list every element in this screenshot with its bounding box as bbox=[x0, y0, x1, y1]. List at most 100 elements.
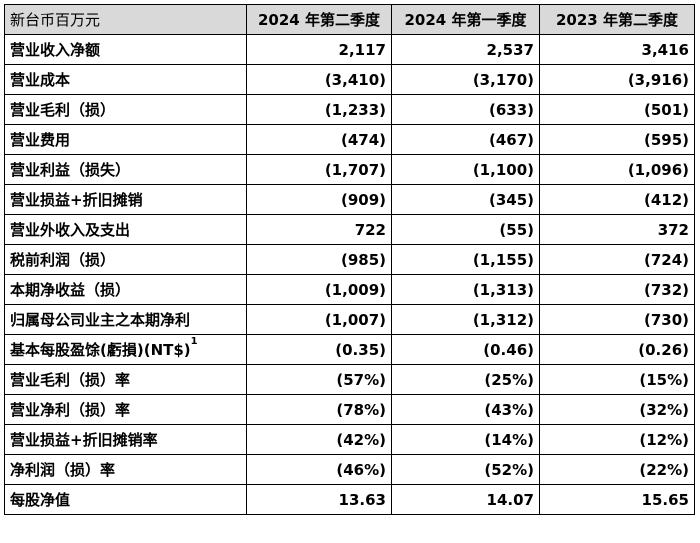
value-cell: (32%) bbox=[539, 394, 695, 425]
footnote-marker: 1 bbox=[190, 336, 198, 347]
row-label: 基本每股盈馀(虧損)(NT$)1 bbox=[4, 334, 247, 365]
value-cell: (42%) bbox=[246, 424, 392, 455]
value-cell: (412) bbox=[539, 184, 695, 215]
row-label: 每股净值 bbox=[4, 484, 247, 515]
value-cell: (633) bbox=[391, 94, 540, 125]
row-label: 税前利润（损） bbox=[4, 244, 247, 275]
unit-label: 新台币百万元 bbox=[4, 4, 247, 35]
row-label: 营业外收入及支出 bbox=[4, 214, 247, 245]
row-label: 营业毛利（损） bbox=[4, 94, 247, 125]
table-row: 营业收入净额 2,117 2,537 3,416 bbox=[4, 34, 695, 65]
value-cell: (1,096) bbox=[539, 154, 695, 185]
row-label-text: 营业费用 bbox=[10, 131, 71, 149]
value-cell: (730) bbox=[539, 304, 695, 335]
value-cell: (12%) bbox=[539, 424, 695, 455]
value-cell: (1,312) bbox=[391, 304, 540, 335]
value-cell: (1,100) bbox=[391, 154, 540, 185]
row-label: 营业损益+折旧摊销率 bbox=[4, 424, 247, 455]
value-cell: (55) bbox=[391, 214, 540, 245]
row-label: 营业利益（损失） bbox=[4, 154, 247, 185]
row-label-text: 营业毛利（损）率 bbox=[10, 371, 131, 389]
table-row: 营业损益+折旧摊销 (909) (345) (412) bbox=[4, 184, 695, 215]
table-row: 本期净收益（损） (1,009) (1,313) (732) bbox=[4, 274, 695, 305]
value-cell: (57%) bbox=[246, 364, 392, 395]
table-row: 营业成本 (3,410) (3,170) (3,916) bbox=[4, 64, 695, 95]
row-label: 归属母公司业主之本期净利 bbox=[4, 304, 247, 335]
row-label-text: 营业利益（损失） bbox=[10, 161, 131, 179]
value-cell: (345) bbox=[391, 184, 540, 215]
table-row: 基本每股盈馀(虧損)(NT$)1 (0.35) (0.46) (0.26) bbox=[4, 334, 695, 365]
value-cell: 15.65 bbox=[539, 484, 695, 515]
table-row: 营业毛利（损）率 (57%) (25%) (15%) bbox=[4, 364, 695, 395]
row-label: 营业净利（损）率 bbox=[4, 394, 247, 425]
value-cell: (3,410) bbox=[246, 64, 392, 95]
value-cell: (909) bbox=[246, 184, 392, 215]
table-row: 营业利益（损失） (1,707) (1,100) (1,096) bbox=[4, 154, 695, 185]
value-cell: (1,233) bbox=[246, 94, 392, 125]
value-cell: (467) bbox=[391, 124, 540, 155]
value-cell: (724) bbox=[539, 244, 695, 275]
row-label: 营业损益+折旧摊销 bbox=[4, 184, 247, 215]
value-cell: 13.63 bbox=[246, 484, 392, 515]
row-label-text: 本期净收益（损） bbox=[10, 281, 131, 299]
value-cell: (1,009) bbox=[246, 274, 392, 305]
row-label-text: 营业损益+折旧摊销率 bbox=[10, 431, 158, 449]
value-cell: (1,155) bbox=[391, 244, 540, 275]
table-row: 净利润（损）率 (46%) (52%) (22%) bbox=[4, 454, 695, 485]
table-row: 归属母公司业主之本期净利 (1,007) (1,312) (730) bbox=[4, 304, 695, 335]
value-cell: (78%) bbox=[246, 394, 392, 425]
table-row: 税前利润（损） (985) (1,155) (724) bbox=[4, 244, 695, 275]
row-label-text: 营业净利（损）率 bbox=[10, 401, 131, 419]
value-cell: (474) bbox=[246, 124, 392, 155]
row-label-text: 净利润（损）率 bbox=[10, 461, 116, 479]
row-label-text: 税前利润（损） bbox=[10, 251, 116, 269]
row-label-text: 营业收入净额 bbox=[10, 41, 101, 59]
value-cell: (1,007) bbox=[246, 304, 392, 335]
value-cell: (43%) bbox=[391, 394, 540, 425]
table-header: 新台币百万元 2024 年第二季度 2024 年第一季度 2023 年第二季度 bbox=[4, 4, 695, 35]
table-row: 营业净利（损）率 (78%) (43%) (32%) bbox=[4, 394, 695, 425]
value-cell: (0.35) bbox=[246, 334, 392, 365]
value-cell: (1,313) bbox=[391, 274, 540, 305]
row-label: 营业成本 bbox=[4, 64, 247, 95]
value-cell: (22%) bbox=[539, 454, 695, 485]
column-header-2023q2: 2023 年第二季度 bbox=[539, 4, 695, 35]
value-cell: (3,170) bbox=[391, 64, 540, 95]
value-cell: (14%) bbox=[391, 424, 540, 455]
value-cell: (595) bbox=[539, 124, 695, 155]
value-cell: (0.46) bbox=[391, 334, 540, 365]
column-header-2024q2: 2024 年第二季度 bbox=[246, 4, 392, 35]
value-cell: (1,707) bbox=[246, 154, 392, 185]
row-label: 营业收入净额 bbox=[4, 34, 247, 65]
value-cell: (501) bbox=[539, 94, 695, 125]
value-cell: (15%) bbox=[539, 364, 695, 395]
value-cell: 14.07 bbox=[391, 484, 540, 515]
row-label-text: 归属母公司业主之本期净利 bbox=[10, 311, 191, 329]
row-label: 营业毛利（损）率 bbox=[4, 364, 247, 395]
value-cell: 372 bbox=[539, 214, 695, 245]
header-row: 新台币百万元 2024 年第二季度 2024 年第一季度 2023 年第二季度 bbox=[4, 4, 695, 35]
row-label-text: 营业损益+折旧摊销 bbox=[10, 191, 143, 209]
row-label: 本期净收益（损） bbox=[4, 274, 247, 305]
row-label: 净利润（损）率 bbox=[4, 454, 247, 485]
value-cell: (46%) bbox=[246, 454, 392, 485]
row-label: 营业费用 bbox=[4, 124, 247, 155]
value-cell: (3,916) bbox=[539, 64, 695, 95]
table-row: 营业费用 (474) (467) (595) bbox=[4, 124, 695, 155]
value-cell: (732) bbox=[539, 274, 695, 305]
value-cell: 722 bbox=[246, 214, 392, 245]
value-cell: (0.26) bbox=[539, 334, 695, 365]
value-cell: (25%) bbox=[391, 364, 540, 395]
row-label-text: 营业成本 bbox=[10, 71, 71, 89]
value-cell: (52%) bbox=[391, 454, 540, 485]
column-header-2024q1: 2024 年第一季度 bbox=[391, 4, 540, 35]
row-label-text: 每股净值 bbox=[10, 491, 71, 509]
table-row: 营业损益+折旧摊销率 (42%) (14%) (12%) bbox=[4, 424, 695, 455]
table-row: 营业外收入及支出 722 (55) 372 bbox=[4, 214, 695, 245]
table-row: 营业毛利（损） (1,233) (633) (501) bbox=[4, 94, 695, 125]
value-cell: 2,537 bbox=[391, 34, 540, 65]
row-label-text: 营业毛利（损） bbox=[10, 101, 116, 119]
financial-table: 新台币百万元 2024 年第二季度 2024 年第一季度 2023 年第二季度 … bbox=[4, 4, 695, 515]
row-label-text: 基本每股盈馀(虧損)(NT$) bbox=[10, 341, 191, 359]
value-cell: 3,416 bbox=[539, 34, 695, 65]
